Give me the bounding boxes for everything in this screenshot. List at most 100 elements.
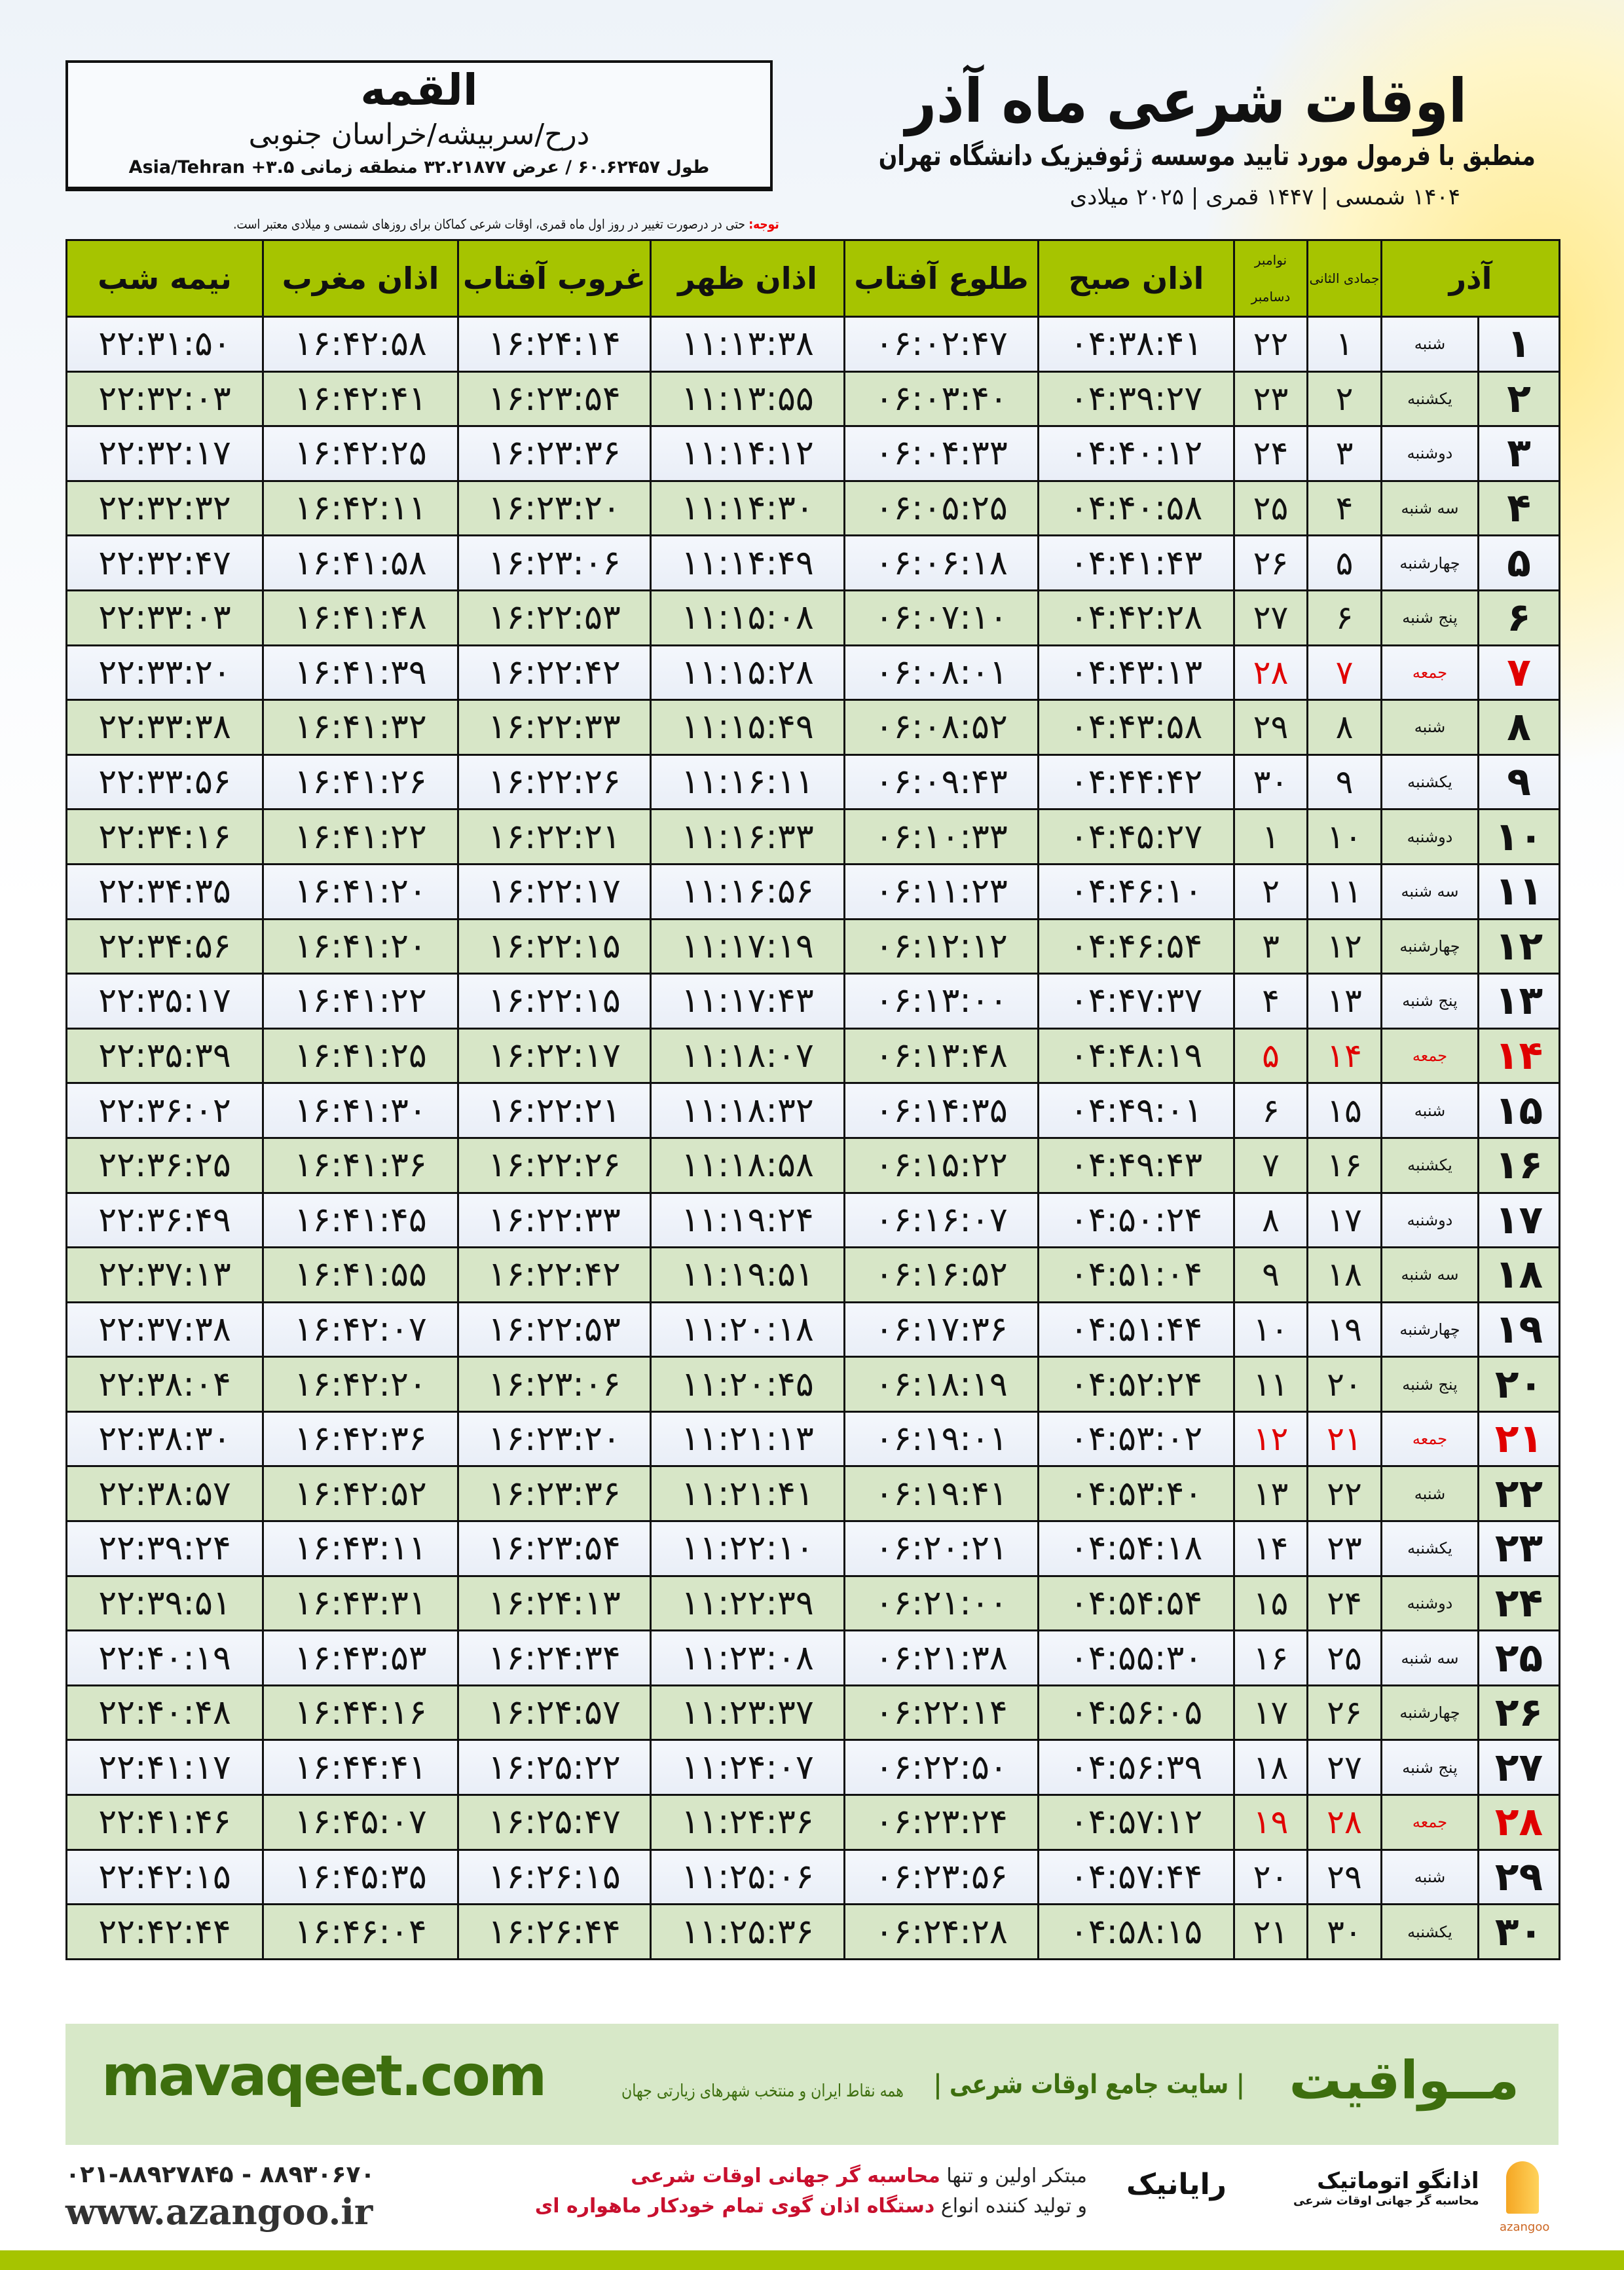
midnight-cell: ۲۲:۴۱:۱۷ [65,1739,264,1796]
midnight-cell: ۲۲:۳۹:۲۴ [65,1520,264,1577]
table-row: ۴ سه شنبه ۴ ۲۵ ۰۴:۴۰:۵۸ ۰۶:۰۵:۲۵ ۱۱:۱۴:۳۰ ۱۶:۲۳… [65,479,1561,537]
weekday-cell: یکشنبه [1380,370,1480,428]
sunset-cell: ۱۶:۲۳:۵۴ [457,1520,652,1577]
sunrise-cell: ۰۶:۱۰:۳۳ [843,808,1039,865]
weekday-cell: یکشنبه [1380,1136,1480,1194]
azangoo-link[interactable]: www.azangoo.ir [65,2191,373,2233]
maghrib-cell: ۱۶:۴۲:۵۸ [262,316,459,373]
midnight-cell: ۲۲:۳۳:۵۶ [65,753,264,811]
table-row: ۵ چهارشنبه ۵ ۲۶ ۰۴:۴۱:۴۳ ۰۶:۰۶:۱۸ ۱۱:۱۴:۴۹ ۱۶:۲… [65,534,1561,591]
midnight-cell: ۲۲:۴۰:۴۸ [65,1684,264,1741]
maghrib-cell: ۱۶:۴۶:۰۴ [262,1903,459,1960]
hijri-month-label: جمادی الثانی [1309,270,1380,286]
dhuhr-cell: ۱۱:۱۸:۰۷ [650,1027,845,1085]
sunset-cell: ۱۶:۲۳:۰۶ [457,1356,652,1413]
hijri-day-cell: ۲۱ [1306,1410,1382,1468]
dhuhr-cell: ۱۱:۲۳:۰۸ [650,1629,845,1686]
maghrib-cell: ۱۶:۴۱:۲۲ [262,973,459,1030]
promo-line2a: و تولید کننده انواع [934,2195,1087,2218]
midnight-cell: ۲۲:۳۷:۱۳ [65,1246,264,1303]
midnight-cell: ۲۲:۳۸:۳۰ [65,1410,264,1468]
dhuhr-cell: ۱۱:۱۸:۳۲ [650,1082,845,1139]
maghrib-cell: ۱۶:۴۱:۳۰ [262,1082,459,1139]
gregorian-day-cell: ۱۳ [1233,1465,1308,1523]
azangoo-logo-en: azangoo [1500,2220,1550,2234]
maghrib-cell: ۱۶:۴۵:۳۵ [262,1848,459,1906]
mosque-dome-icon [1506,2161,1539,2214]
table-row: ۱۵ شنبه ۱۵ ۶ ۰۴:۴۹:۰۱ ۰۶:۱۴:۳۵ ۱۱:۱۸:۳۲ ۱۶:۲۲:۲… [65,1082,1561,1139]
header-sunset: غروب آفتاب [457,239,652,318]
sunset-cell: ۱۶:۲۲:۱۵ [457,973,652,1030]
table-row: ۲۹ شنبه ۲۹ ۲۰ ۰۴:۵۷:۴۴ ۰۶:۲۳:۵۶ ۱۱:۲۵:۰۶ ۱۶:۲۶:… [65,1848,1561,1906]
fajr-cell: ۰۴:۵۲:۲۴ [1037,1356,1235,1413]
maghrib-cell: ۱۶:۴۳:۳۱ [262,1574,459,1632]
maghrib-cell: ۱۶:۴۲:۲۰ [262,1356,459,1413]
sunset-cell: ۱۶:۲۳:۳۶ [457,425,652,482]
weekday-cell: سه شنبه [1380,479,1480,537]
azangoo-logo-subtext: محاسبه گر جهانی اوقات شرعی [1293,2194,1479,2208]
midnight-cell: ۲۲:۳۴:۵۶ [65,918,264,975]
phone-numbers: ۰۲۱-۸۸۹۲۷۸۴۵ - ۸۸۹۳۰۶۷۰ [65,2161,375,2188]
hijri-day-cell: ۲۷ [1306,1739,1382,1796]
sunset-cell: ۱۶:۲۲:۵۳ [457,1301,652,1358]
sunset-cell: ۱۶:۲۲:۲۶ [457,1136,652,1194]
sunrise-cell: ۰۶:۲۱:۰۰ [843,1574,1039,1632]
table-row: ۱۱ سه شنبه ۱۱ ۲ ۰۴:۴۶:۱۰ ۰۶:۱۱:۲۳ ۱۱:۱۶:۵۶ ۱۶:۲… [65,863,1561,920]
maghrib-cell: ۱۶:۴۱:۲۰ [262,863,459,920]
fajr-cell: ۰۴:۵۳:۰۲ [1037,1410,1235,1468]
azangoo-logo: اذانگو اتوماتیک محاسبه گر جهانی اوقات شرع… [1293,2168,1479,2208]
table-row: ۲۳ یکشنبه ۲۳ ۱۴ ۰۴:۵۴:۱۸ ۰۶:۲۰:۲۱ ۱۱:۲۲:۱۰ ۱۶:۲… [65,1520,1561,1577]
dhuhr-cell: ۱۱:۲۳:۳۷ [650,1684,845,1741]
sunset-cell: ۱۶:۲۴:۱۳ [457,1574,652,1632]
midnight-cell: ۲۲:۳۷:۳۸ [65,1301,264,1358]
maghrib-cell: ۱۶:۴۱:۵۵ [262,1246,459,1303]
dhuhr-cell: ۱۱:۱۶:۳۳ [650,808,845,865]
midnight-cell: ۲۲:۳۳:۰۳ [65,589,264,646]
sunset-cell: ۱۶:۲۳:۳۶ [457,1465,652,1523]
midnight-cell: ۲۲:۴۰:۱۹ [65,1629,264,1686]
day-cell: ۱ [1477,316,1561,373]
sunset-cell: ۱۶:۲۲:۱۵ [457,918,652,975]
dhuhr-cell: ۱۱:۱۶:۱۱ [650,753,845,811]
hijri-day-cell: ۳۰ [1306,1903,1382,1960]
gregorian-day-cell: ۳۰ [1233,753,1308,811]
maghrib-cell: ۱۶:۴۱:۴۸ [262,589,459,646]
sunrise-cell: ۰۶:۲۱:۳۸ [843,1629,1039,1686]
fajr-cell: ۰۴:۴۶:۱۰ [1037,863,1235,920]
mavaqeet-link[interactable]: mavaqeet.com [101,2043,547,2109]
gregorian-day-cell: ۱۵ [1233,1574,1308,1632]
fajr-cell: ۰۴:۵۶:۰۵ [1037,1684,1235,1741]
weekday-cell: پنج شنبه [1380,973,1480,1030]
hijri-day-cell: ۷ [1306,644,1382,701]
maghrib-cell: ۱۶:۴۱:۳۹ [262,644,459,701]
sunrise-cell: ۰۶:۱۸:۱۹ [843,1356,1039,1413]
maghrib-cell: ۱۶:۴۴:۱۶ [262,1684,459,1741]
fajr-cell: ۰۴:۴۸:۱۹ [1037,1027,1235,1085]
gregorian-day-cell: ۸ [1233,1191,1308,1249]
day-cell: ۲۳ [1477,1520,1561,1577]
sunset-cell: ۱۶:۲۴:۱۴ [457,316,652,373]
day-cell: ۲۵ [1477,1629,1561,1686]
header-day: آذر [1380,239,1561,318]
maghrib-cell: ۱۶:۴۲:۲۵ [262,425,459,482]
midnight-cell: ۲۲:۳۴:۳۵ [65,863,264,920]
weekday-cell: چهارشنبه [1380,1684,1480,1741]
fajr-cell: ۰۴:۴۵:۲۷ [1037,808,1235,865]
sunset-cell: ۱۶:۲۳:۲۰ [457,479,652,537]
day-cell: ۸ [1477,699,1561,756]
gregorian-day-cell: ۹ [1233,1246,1308,1303]
sunset-cell: ۱۶:۲۲:۳۳ [457,699,652,756]
day-cell: ۱۵ [1477,1082,1561,1139]
dhuhr-cell: ۱۱:۱۶:۵۶ [650,863,845,920]
table-row: ۱۹ چهارشنبه ۱۹ ۱۰ ۰۴:۵۱:۴۴ ۰۶:۱۷:۳۶ ۱۱:۲۰:۱۸ ۱۶… [65,1301,1561,1358]
fajr-cell: ۰۴:۳۹:۲۷ [1037,370,1235,428]
sunrise-cell: ۰۶:۰۵:۲۵ [843,479,1039,537]
rayanik-logo: رایانیک [1126,2168,1227,2201]
gregorian-month-2: دسامبر [1251,289,1291,305]
note: توجه: حتی در درصورت تغییر در روز اول ماه… [233,215,779,233]
sunset-cell: ۱۶:۲۳:۰۶ [457,534,652,591]
day-cell: ۱۷ [1477,1191,1561,1249]
fajr-cell: ۰۴:۵۱:۴۴ [1037,1301,1235,1358]
gregorian-day-cell: ۱۴ [1233,1520,1308,1577]
day-cell: ۶ [1477,589,1561,646]
